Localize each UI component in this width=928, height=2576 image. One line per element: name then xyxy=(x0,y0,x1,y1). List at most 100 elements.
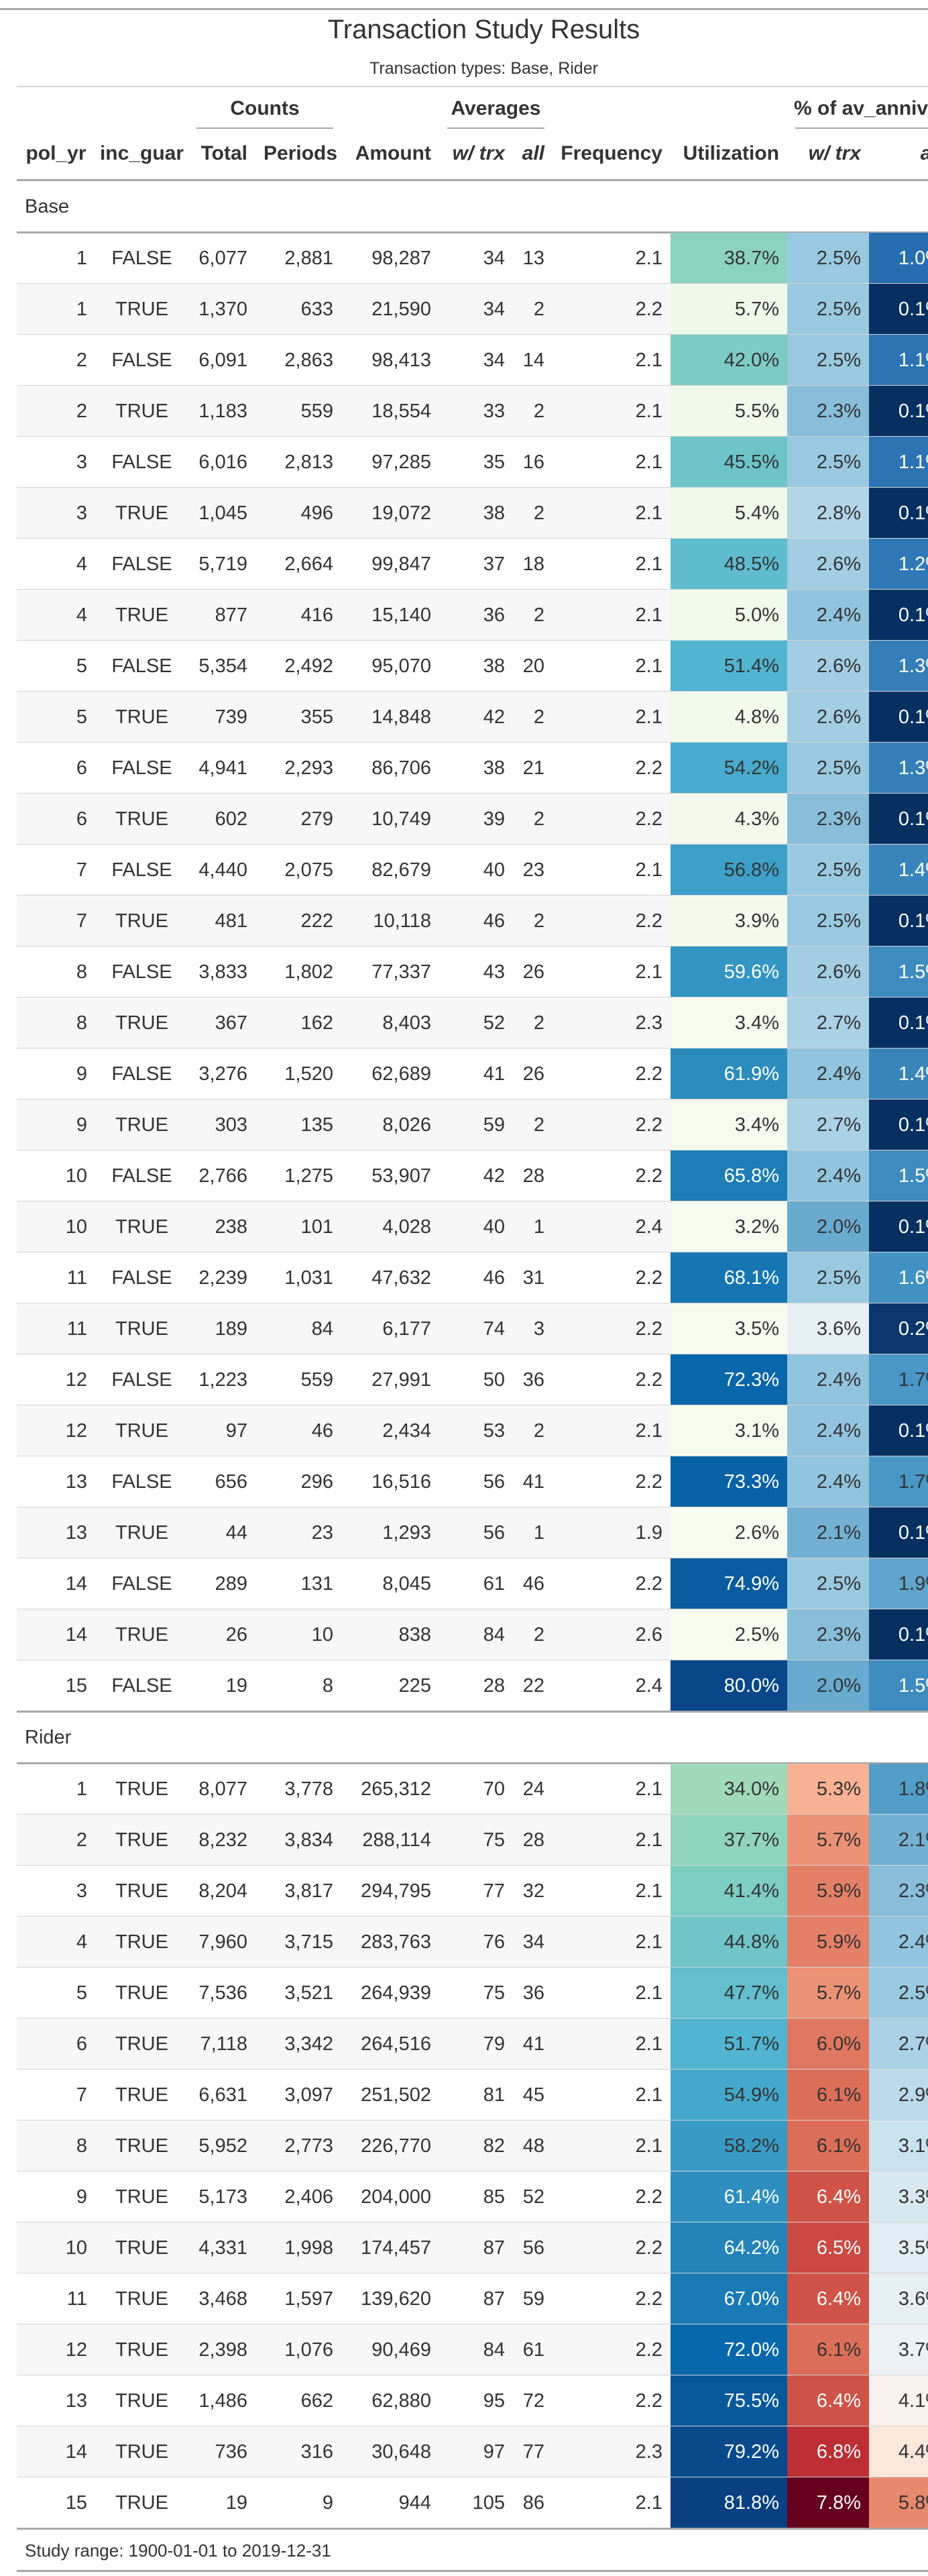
table-cell: 2 xyxy=(533,400,544,422)
table-cell: FALSE xyxy=(111,1165,172,1187)
table-cell: 5.7% xyxy=(787,1815,869,1866)
table-cell: 2.2 xyxy=(635,1318,662,1340)
table-cell: TRUE xyxy=(115,400,168,422)
table-cell: 2.8% xyxy=(787,488,869,539)
table-cell: 2.6% xyxy=(787,641,869,692)
table-cell: 2.7% xyxy=(787,998,869,1049)
table-cell: 5.7% xyxy=(671,284,787,335)
table-cell: 72.3% xyxy=(671,1354,787,1405)
table-cell: 59 xyxy=(522,2288,544,2310)
table-cell: 1,520 xyxy=(284,1063,333,1085)
column-header: all xyxy=(522,142,544,164)
table-cell: TRUE xyxy=(115,299,168,320)
table-cell: 14 xyxy=(65,2441,87,2463)
table-cell: TRUE xyxy=(115,2441,168,2463)
table-cell: 7.8% xyxy=(787,2477,869,2528)
table-cell: 43 xyxy=(483,961,505,983)
group-end-rule xyxy=(17,2528,928,2530)
table-cell: 2.1 xyxy=(635,1420,662,1442)
table-cell: 28 xyxy=(522,1165,544,1187)
table-cell: 87 xyxy=(483,2237,505,2259)
table-cell: 26 xyxy=(522,961,544,983)
table-cell: 34.0% xyxy=(671,1764,787,1815)
table-cell: FALSE xyxy=(111,757,172,779)
row-rule xyxy=(17,1814,928,1815)
table-cell: 1 xyxy=(76,248,87,269)
table-cell: 46 xyxy=(483,910,505,932)
table-cell: 42 xyxy=(483,706,505,728)
table-cell: 1.3% xyxy=(869,743,928,794)
row-rule xyxy=(17,1916,928,1917)
table-cell: 5,173 xyxy=(198,2186,247,2208)
table-cell: 3,817 xyxy=(284,1880,333,1902)
table-cell: 5.5% xyxy=(671,386,787,437)
row-rule xyxy=(17,334,928,335)
row-rule xyxy=(17,742,928,743)
table-cell: 51.7% xyxy=(671,2019,787,2070)
table-cell: 6 xyxy=(76,757,87,779)
table-cell: 481 xyxy=(215,910,247,932)
table-cell: 13 xyxy=(65,1471,87,1493)
table-cell: 2,075 xyxy=(284,859,333,881)
table-cell: 30,648 xyxy=(371,2441,431,2463)
table-cell: 2.4 xyxy=(635,1675,662,1697)
table-cell: 2.4% xyxy=(787,1456,869,1507)
bottom-rule xyxy=(17,2570,928,2572)
table-cell: 59 xyxy=(483,1114,505,1136)
table-cell: 65.8% xyxy=(671,1150,787,1201)
table-cell: 0.1% xyxy=(869,1201,928,1252)
table-cell: 1,076 xyxy=(284,2339,333,2361)
footer: Study range: 1900-01-01 to 2019-12-31 xyxy=(25,2540,331,2561)
table-cell: 11 xyxy=(66,1267,87,1289)
table-cell: 3,276 xyxy=(198,1063,247,1085)
column-header: Total xyxy=(200,142,247,164)
table-cell: 10,749 xyxy=(371,808,431,830)
table-cell: FALSE xyxy=(111,553,172,575)
row-rule xyxy=(17,691,928,692)
table-cell: 70 xyxy=(483,1778,505,1800)
table-cell: 7 xyxy=(76,859,87,881)
table-cell: 2.2 xyxy=(635,1369,662,1391)
table-cell: 2.4% xyxy=(787,590,869,641)
table-cell: 6.0% xyxy=(787,2019,869,2070)
table-cell: TRUE xyxy=(115,910,168,932)
table-cell: 45 xyxy=(522,2084,544,2106)
table-cell: 41.4% xyxy=(671,1866,787,1917)
table-cell: 64.2% xyxy=(671,2222,787,2273)
table-cell: 47,632 xyxy=(371,1267,431,1289)
table-cell: 9 xyxy=(76,1063,87,1085)
table-cell: FALSE xyxy=(111,961,172,983)
spanner-label: % of av_anniv xyxy=(794,97,928,119)
table-cell: 101 xyxy=(300,1216,333,1238)
table-cell: 238 xyxy=(215,1216,247,1238)
table-cell: 1.5% xyxy=(869,1150,928,1201)
table-cell: 9 xyxy=(322,2492,333,2514)
table-cell: 2.1 xyxy=(635,553,662,575)
table-cell: 355 xyxy=(300,706,333,728)
table-cell: 2.1 xyxy=(635,859,662,881)
table-cell: FALSE xyxy=(111,655,172,677)
table-cell: 37.7% xyxy=(671,1815,787,1866)
table-cell: 14 xyxy=(522,350,544,371)
table-cell: 2 xyxy=(533,1420,544,1442)
table-cell: 0.1% xyxy=(869,386,928,437)
header-rule xyxy=(17,179,928,181)
table-cell: 79 xyxy=(483,2033,505,2055)
table-cell: 2.1 xyxy=(635,2135,662,2157)
table-cell: 1,998 xyxy=(284,2237,333,2259)
table-cell: 85 xyxy=(483,2186,505,2208)
table-cell: 1.9% xyxy=(869,1558,928,1609)
table-cell: 0.1% xyxy=(869,692,928,743)
table-cell: 2.2 xyxy=(635,1063,662,1085)
table-cell: 2 xyxy=(76,400,87,422)
table-cell: 97 xyxy=(225,1420,247,1442)
table-cell: 5.9% xyxy=(787,1917,869,1968)
table-cell: 6,016 xyxy=(198,451,247,473)
table-cell: 1.7% xyxy=(869,1456,928,1507)
table-cell: 1,370 xyxy=(198,299,247,320)
table-cell: 2,881 xyxy=(284,248,333,269)
table-cell: 2 xyxy=(533,706,544,728)
table-cell: 226,770 xyxy=(361,2135,431,2157)
table-cell: 53 xyxy=(483,1420,505,1442)
table-cell: 77 xyxy=(483,1880,505,1902)
